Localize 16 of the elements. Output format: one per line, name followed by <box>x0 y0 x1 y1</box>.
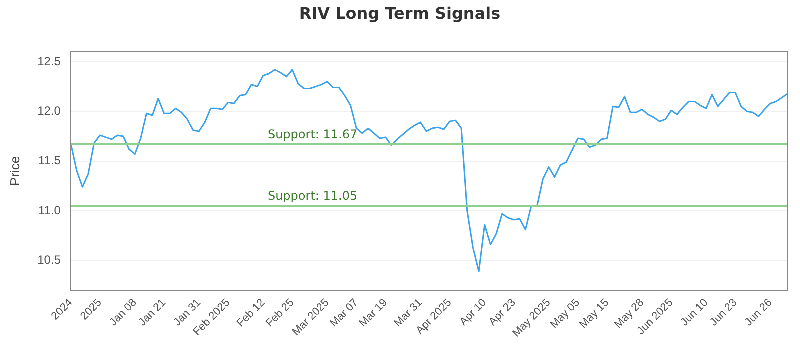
x-tick-label: Feb 25 <box>264 296 297 330</box>
x-tick-label: Apr 10 <box>458 296 490 328</box>
y-tick-label: 11.5 <box>38 154 62 168</box>
ref-line-label: Support: 11.67 <box>268 128 358 142</box>
x-tick-label: Mar 19 <box>357 296 390 330</box>
x-tick-label: Jun 26 <box>742 296 775 329</box>
chart-title: RIV Long Term Signals <box>298 4 502 23</box>
y-tick-label: 11.0 <box>38 203 62 218</box>
y-tick-label: 12.0 <box>38 104 62 118</box>
ref-line-label: Support: 11.05 <box>268 189 358 204</box>
y-tick-label: 10.5 <box>38 253 62 268</box>
y-axis-title: Price <box>7 156 22 186</box>
x-tick-label: Jan 08 <box>108 296 140 329</box>
x-tick-label: Jan 21 <box>136 296 168 329</box>
x-tick-label: May 15 <box>578 296 612 331</box>
y-tick-label: 12.5 <box>38 54 62 68</box>
